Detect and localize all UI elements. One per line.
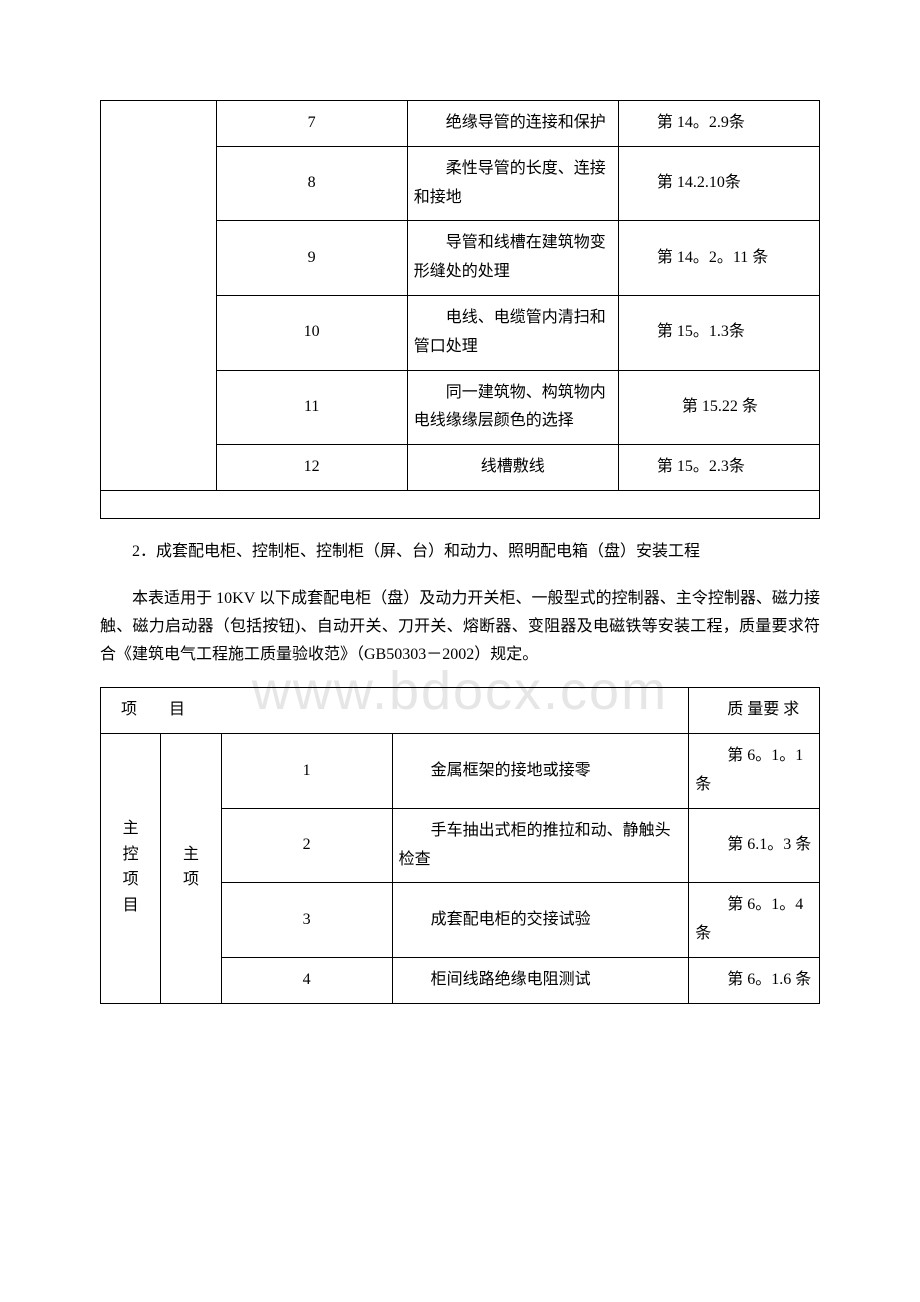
row-desc: 金属框架的接地或接零 — [392, 734, 689, 809]
row-desc: 绝缘导管的连接和保护 — [407, 101, 618, 147]
table-1: 7 绝缘导管的连接和保护 第 14。2.9条 8 柔性导管的长度、连接和接地 第… — [100, 100, 820, 519]
row-num: 2 — [221, 808, 392, 883]
row-desc: 同一建筑物、构筑物内电线缘缘层颜色的选择 — [407, 370, 618, 445]
row-desc: 电线、电缆管内清扫和管口处理 — [407, 295, 618, 370]
row-desc: 柔性导管的长度、连接和接地 — [407, 146, 618, 221]
row-req: 第 14。2。11 条 — [618, 221, 819, 296]
row-req: 第 6。1。4 条 — [689, 883, 820, 958]
row-num: 11 — [216, 370, 407, 445]
group-label-inner: 主项 — [183, 842, 199, 893]
group-cell-outer: 主控项目 — [101, 734, 161, 1004]
row-req: 第 14.2.10条 — [618, 146, 819, 221]
row-num: 8 — [216, 146, 407, 221]
row-desc: 手车抽出式柜的推拉和动、静触头检查 — [392, 808, 689, 883]
group-cell-inner: 主项 — [161, 734, 221, 1004]
row-num: 9 — [216, 221, 407, 296]
row-num: 10 — [216, 295, 407, 370]
row-req: 第 14。2.9条 — [618, 101, 819, 147]
row-num: 3 — [221, 883, 392, 958]
row-req: 第 6。1。1 条 — [689, 734, 820, 809]
row-desc: 导管和线槽在建筑物变形缝处的处理 — [407, 221, 618, 296]
row-num: 4 — [221, 957, 392, 1003]
table-2: 项目 质 量要 求 主控项目 主项 1 金属框架的接地或接零 第 6。1。1 条… — [100, 687, 820, 1003]
table-row: 主控项目 主项 1 金属框架的接地或接零 第 6。1。1 条 — [101, 734, 820, 809]
table-header-row: 项目 质 量要 求 — [101, 688, 820, 734]
section-heading: 2．成套配电柜、控制柜、控制柜（屏、台）和动力、照明配电箱（盘）安装工程 — [100, 537, 820, 567]
table-blank-row — [101, 490, 820, 518]
row-req: 第 6.1。3 条 — [689, 808, 820, 883]
table-row: 7 绝缘导管的连接和保护 第 14。2.9条 — [101, 101, 820, 147]
row-num: 7 — [216, 101, 407, 147]
header-left: 项目 — [101, 688, 689, 734]
header-right: 质 量要 求 — [689, 688, 820, 734]
row-desc: 柜间线路绝缘电阻测试 — [392, 957, 689, 1003]
row-req: 第 15.22 条 — [618, 370, 819, 445]
row-req: 第 15。1.3条 — [618, 295, 819, 370]
row-num: 12 — [216, 445, 407, 491]
group-label-outer: 主控项目 — [123, 816, 139, 918]
row-num: 1 — [221, 734, 392, 809]
row-desc: 线槽敷线 — [407, 445, 618, 491]
row-desc: 成套配电柜的交接试验 — [392, 883, 689, 958]
section-paragraph: 本表适用于 10KV 以下成套配电柜（盘）及动力开关柜、一般型式的控制器、主令控… — [100, 585, 820, 669]
row-req: 第 6。1.6 条 — [689, 957, 820, 1003]
row-req: 第 15。2.3条 — [618, 445, 819, 491]
